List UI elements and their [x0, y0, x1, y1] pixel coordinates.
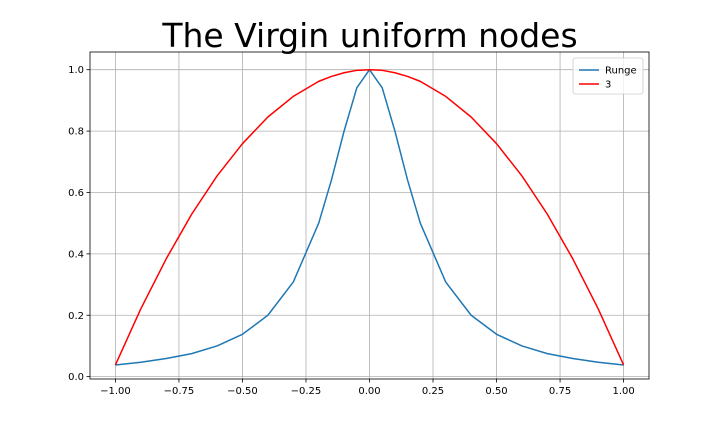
- y-axis: 0.0 0.2 0.4 0.6 0.8 1.0: [68, 65, 90, 383]
- x-tick-label: −0.50: [227, 386, 258, 397]
- x-tick-label: 1.00: [612, 386, 634, 397]
- y-tick-label: 0.4: [68, 249, 84, 260]
- x-tick-label: −0.75: [164, 386, 195, 397]
- x-tick-label: −1.00: [100, 386, 131, 397]
- y-tick-label: 1.0: [68, 65, 84, 76]
- x-tick-label: 0.50: [485, 386, 507, 397]
- x-tick-label: −0.25: [291, 386, 322, 397]
- y-tick-label: 0.6: [68, 188, 84, 199]
- y-tick-label: 0.0: [68, 372, 84, 383]
- y-tick-label: 0.8: [68, 127, 84, 138]
- legend-label: 3: [605, 80, 611, 91]
- x-tick-label: 0.25: [422, 386, 444, 397]
- legend-label: Runge: [605, 66, 637, 77]
- chart-title: The Virgin uniform nodes: [161, 16, 577, 55]
- x-tick-label: 0.00: [358, 386, 380, 397]
- x-axis: −1.00 −0.75 −0.50 −0.25 0.00 0.25 0.50 0.75 1.00: [100, 379, 635, 397]
- series-lines: [114, 68, 625, 366]
- series-line-1: [114, 68, 625, 366]
- legend: Runge 3: [572, 57, 644, 95]
- y-tick-label: 0.2: [68, 311, 84, 322]
- legend-box: [572, 57, 644, 95]
- x-tick-label: 0.75: [549, 386, 571, 397]
